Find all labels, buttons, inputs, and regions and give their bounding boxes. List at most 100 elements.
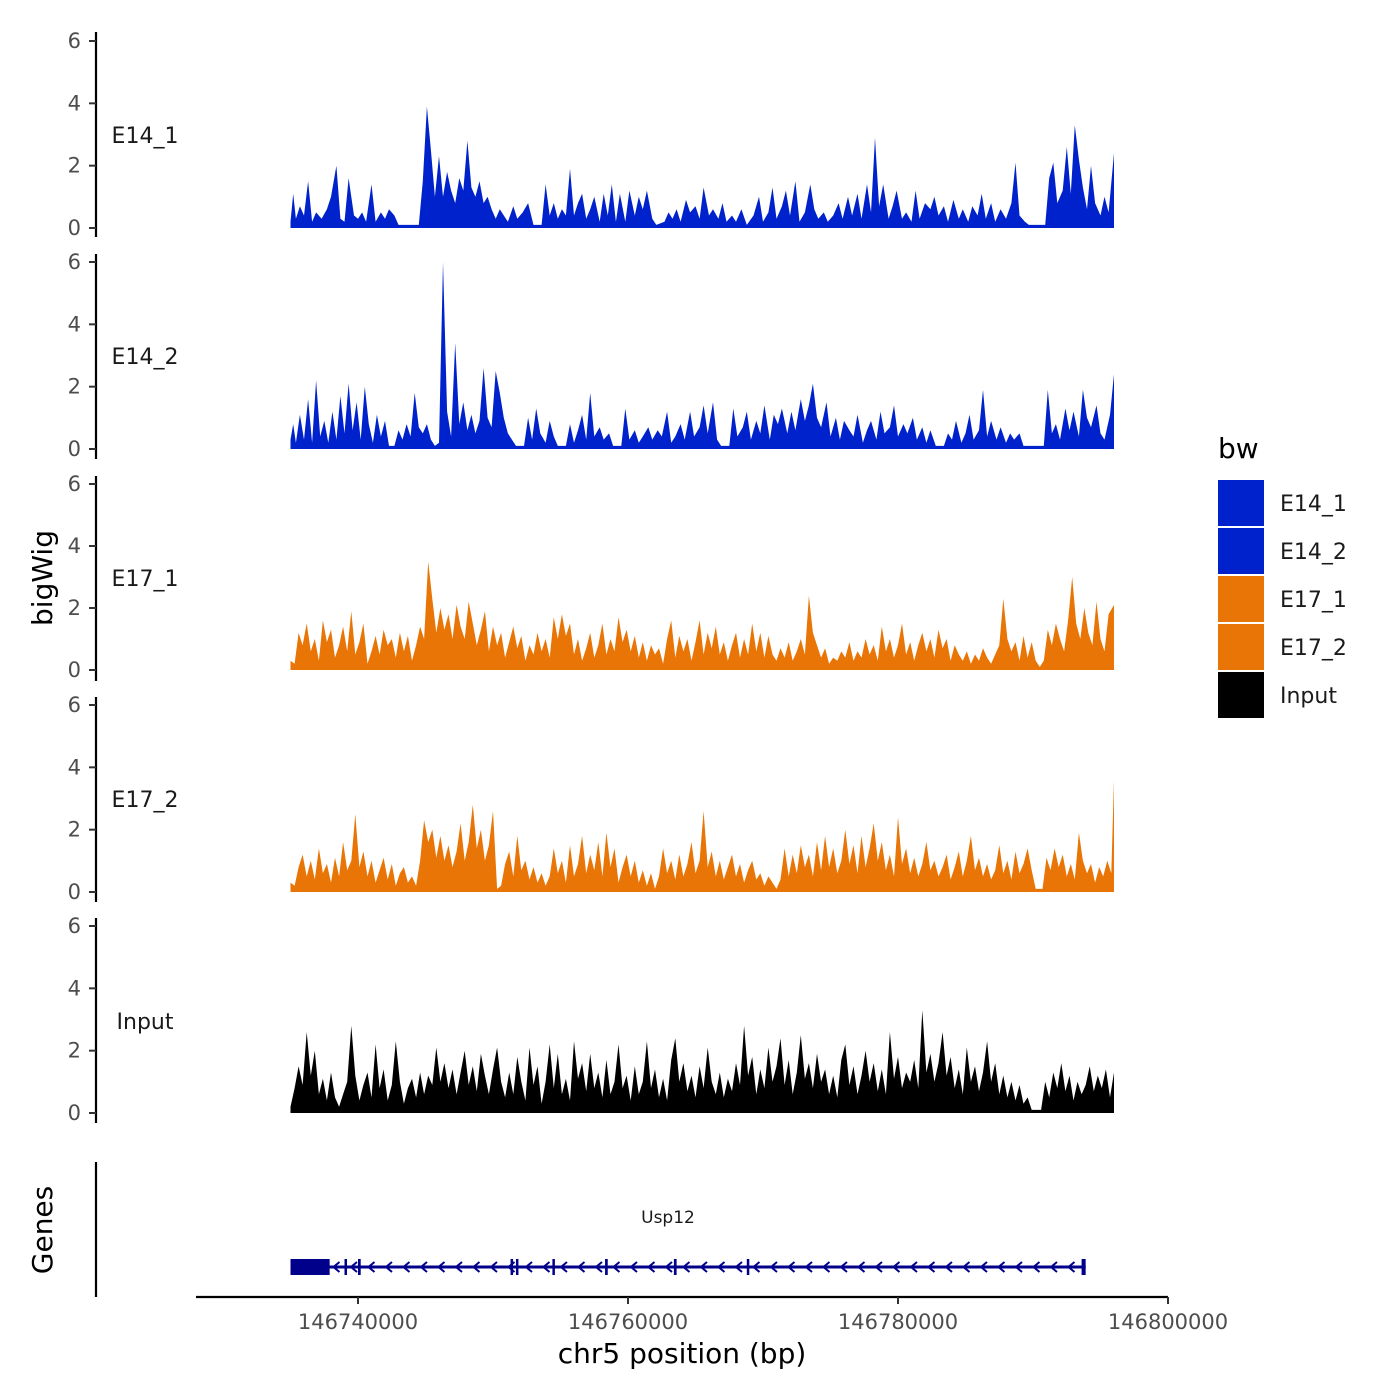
strand-arrow [839,1261,848,1273]
y-tick-label: 0 [68,216,81,240]
track-label-input: Input [117,1010,174,1035]
legend-entries: E14_1 E14_2 E17_1 E17_2 Input [1218,480,1347,718]
exon [290,1259,330,1275]
strand-arrow [349,1261,358,1273]
y-tick-label: 4 [68,755,81,779]
y-tick-label: 4 [68,534,81,558]
y-tick-label: 0 [68,1101,81,1125]
strand-arrow [1049,1261,1058,1273]
strand-arrow [804,1261,813,1273]
coverage-area-input [290,1010,1114,1113]
y-ticks: 0 2 4 6 [68,914,96,1125]
track-label-e17-1: E17_1 [112,567,179,592]
y-tick-label: 4 [68,976,81,1000]
strand-arrow [664,1261,673,1273]
y-tick-label: 6 [68,693,81,717]
track-panel-e17-1: E17_1 0 2 4 6 [68,472,1114,682]
exon [1081,1259,1086,1275]
y-ticks: 0 2 4 6 [68,472,96,682]
y-tick-label: 2 [68,1039,81,1063]
x-tick-label: 146740000 [298,1310,418,1334]
strand-arrow [646,1261,656,1273]
legend-label: E14_2 [1280,540,1347,565]
strand-arrow [926,1261,936,1273]
track-panel-e17-2: E17_2 0 2 4 6 [68,693,1114,904]
strand-arrow [436,1261,446,1273]
exon [746,1259,750,1275]
legend-label: E17_2 [1280,636,1347,661]
legend-label: Input [1280,684,1337,709]
y-tick-label: 2 [68,375,81,399]
track-label-e14-1: E14_1 [112,124,179,149]
y-tick-label: 6 [68,914,81,938]
legend-swatch [1218,576,1264,622]
strand-arrow [384,1261,393,1273]
y-tick-label: 0 [68,437,81,461]
coverage-area-e17-2 [290,779,1114,892]
strand-arrow [489,1261,498,1273]
strand-arrow [856,1261,866,1273]
y-tick-label: 2 [68,596,81,620]
y-tick-label: 4 [68,312,81,336]
y-tick-label: 2 [68,154,81,178]
legend-label: E14_1 [1280,492,1347,517]
x-tick-label: 146780000 [838,1310,958,1334]
exon [605,1259,608,1275]
strand-arrow [611,1261,621,1273]
strand-arrow [331,1261,341,1273]
strand-arrow [366,1261,376,1273]
strand-arrow [909,1261,918,1273]
strand-arrow [786,1261,796,1273]
strand-arrow [681,1261,691,1273]
gene-track: Usp12 [94,1162,1086,1297]
y-tick-label: 2 [68,818,81,842]
strand-arrow [576,1261,586,1273]
track-label-e14-2: E14_2 [112,345,179,370]
strand-arrow [559,1261,568,1273]
strand-arrow [699,1261,708,1273]
strand-arrow [1066,1261,1076,1273]
gene-usp12: Usp12 [290,1208,1086,1275]
exon [358,1259,361,1275]
gene-label-usp12: Usp12 [641,1208,695,1228]
y-tick-label: 4 [68,91,81,115]
x-tick-label: 146800000 [1108,1310,1228,1334]
y-tick-label: 6 [68,29,81,53]
x-axis: 146740000 146760000 146780000 146800000 chr… [196,1295,1228,1370]
legend-swatch [1218,480,1264,526]
track-panel-input: Input 0 2 4 6 [68,914,1114,1125]
y-ticks: 0 2 4 6 [68,693,96,904]
track-panel-e14-2: E14_2 0 2 4 6 [68,250,1114,461]
y-tick-label: 0 [68,880,81,904]
coverage-area-e17-1 [290,561,1114,670]
track-label-e17-2: E17_2 [112,788,179,813]
x-ticks: 146740000 146760000 146780000 146800000 [298,1297,1228,1334]
strand-arrow [401,1261,411,1273]
legend: bw E14_1 E14_2 E17_1 E17_2 Input [1218,432,1347,718]
exon [515,1259,519,1275]
legend-label: E17_1 [1280,588,1347,613]
strand-arrow [996,1261,1006,1273]
exon [344,1259,347,1275]
x-tick-label: 146760000 [568,1310,688,1334]
exons [290,1259,1086,1275]
strand-arrow [524,1261,533,1273]
y-tick-label: 6 [68,250,81,274]
strand-arrow [1014,1261,1023,1273]
strand-arrow [629,1261,638,1273]
strand-arrow [874,1261,883,1273]
legend-title: bw [1218,432,1259,465]
x-axis-title: chr5 position (bp) [558,1337,807,1370]
strand-arrow [979,1261,988,1273]
legend-swatch [1218,672,1264,718]
strand-arrow [716,1261,726,1273]
strand-arrow [944,1261,953,1273]
exon [552,1259,555,1275]
y-ticks: 0 2 4 6 [68,29,96,240]
legend-swatch [1218,528,1264,574]
y-ticks: 0 2 4 6 [68,250,96,461]
exon [673,1259,677,1275]
strand-arrow [734,1261,743,1273]
